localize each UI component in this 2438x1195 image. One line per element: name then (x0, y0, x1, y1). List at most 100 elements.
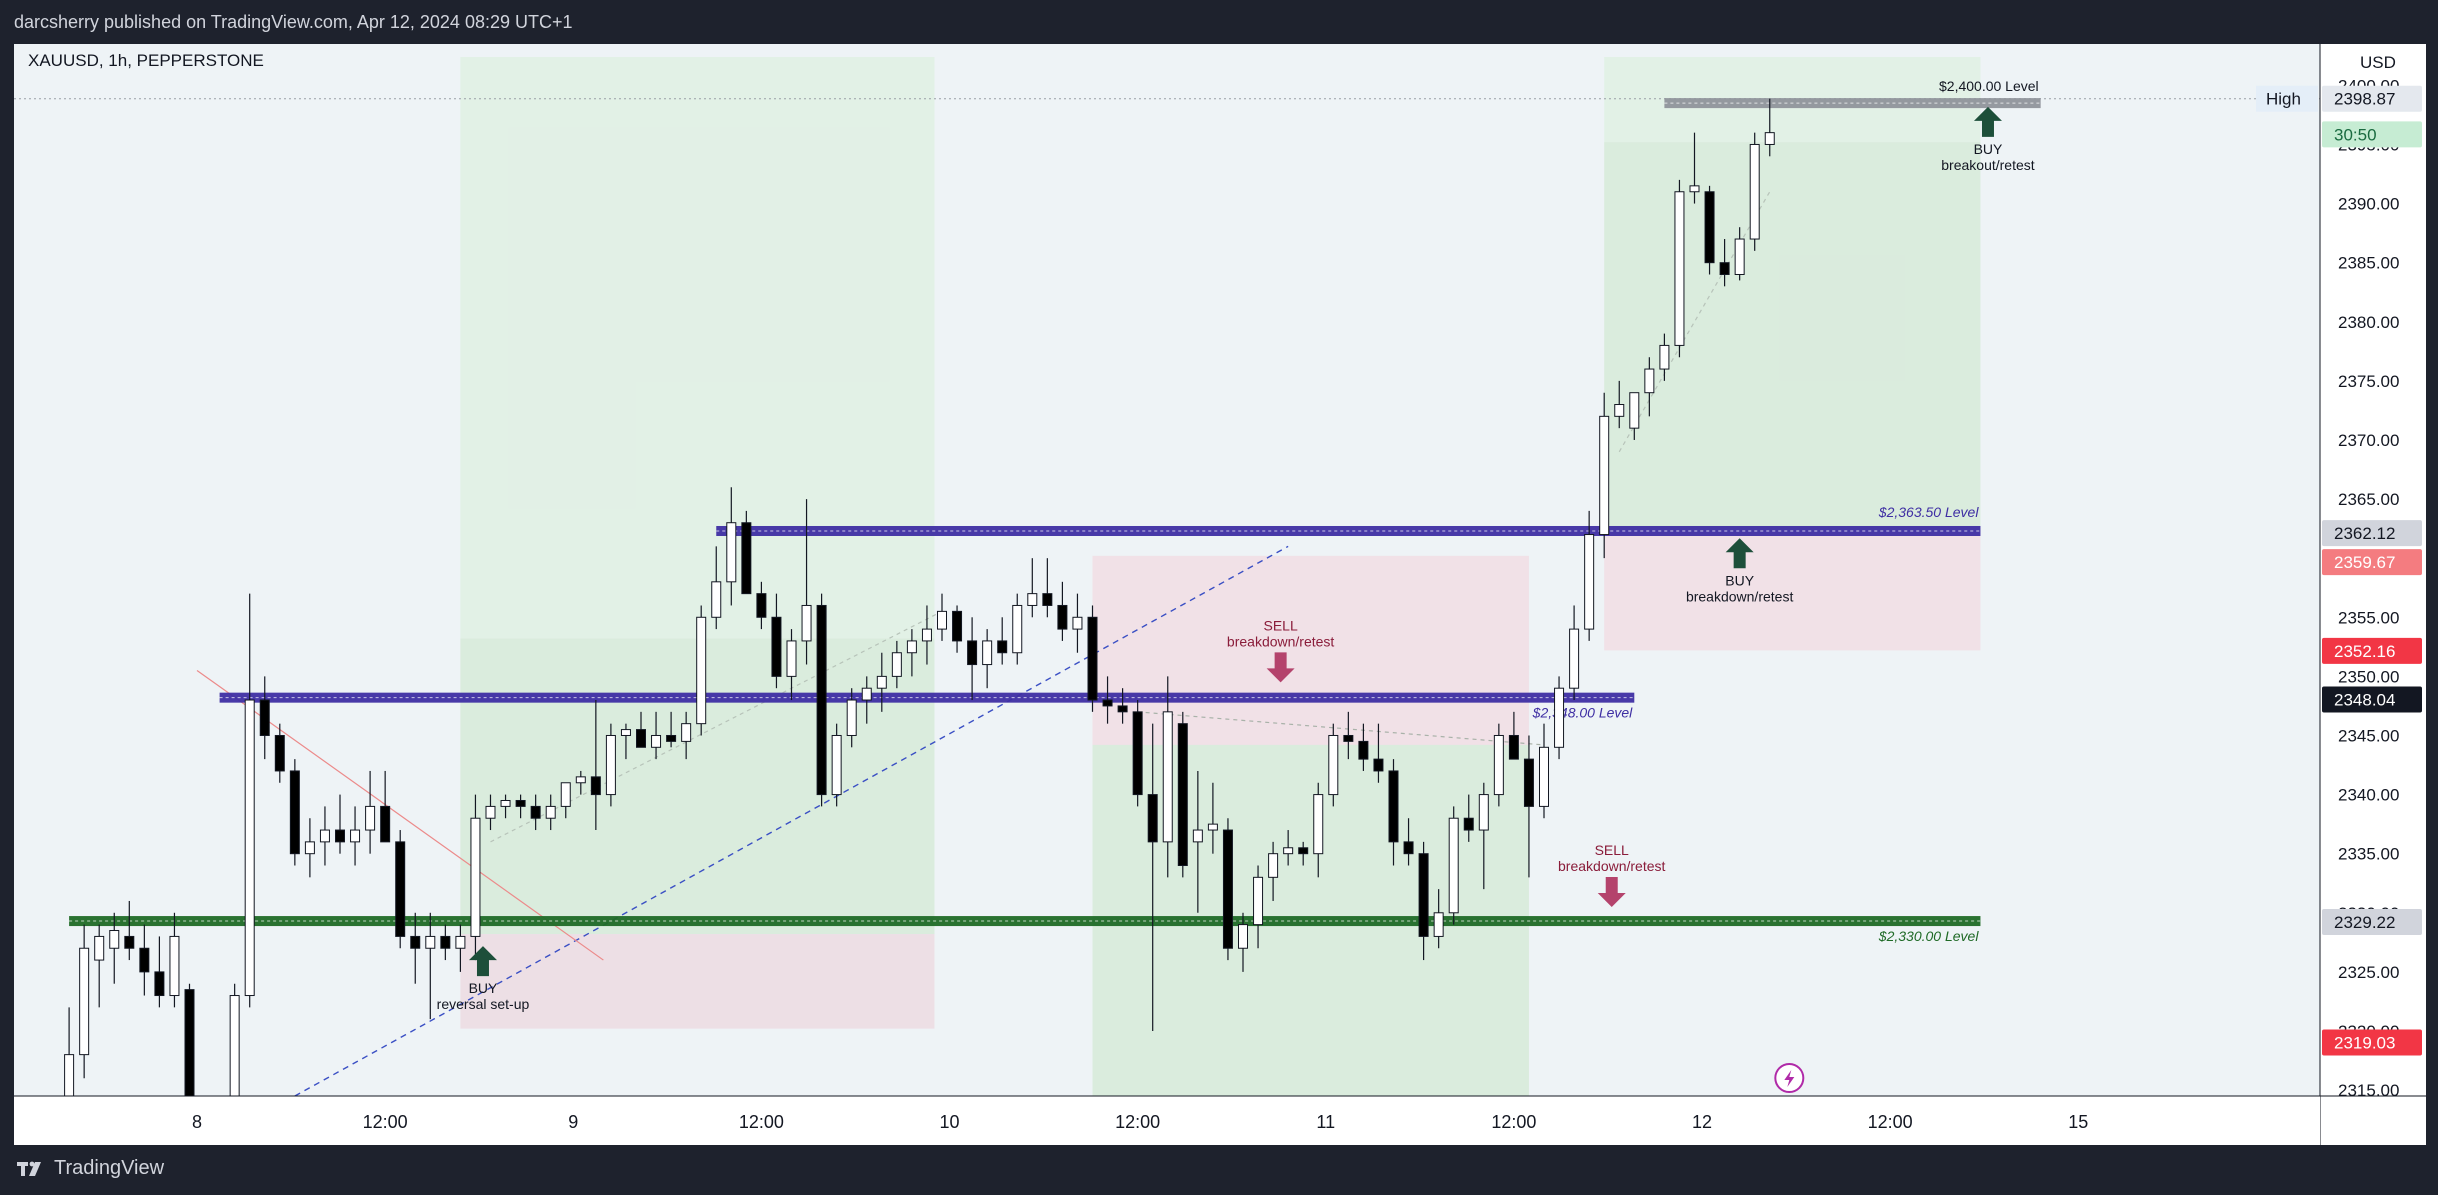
tradingview-brand[interactable]: TradingView (16, 1157, 164, 1180)
candle (530, 794, 541, 831)
candle-body-down (1343, 734, 1354, 742)
candle (1629, 392, 1640, 440)
publisher-line: darcsherry published on TradingView.com,… (14, 12, 573, 32)
candle (1373, 723, 1384, 783)
price-label: 2319.03 (2322, 1029, 2422, 1056)
x-tick-label: 12:00 (1868, 1112, 1913, 1132)
candle-body-up (545, 805, 556, 819)
y-tick-label: 2315.00 (2338, 1081, 2399, 1100)
candle-body-up (470, 817, 481, 937)
candle-body-down (1403, 841, 1414, 855)
lightning-icon (1774, 1063, 1805, 1093)
candle (620, 723, 631, 760)
candle (1508, 711, 1519, 760)
candle (1012, 593, 1023, 665)
chart-frame[interactable]: $2,400.00 Level $2,363.50 Level $2,348.00 … (14, 44, 2426, 1145)
candle (997, 617, 1008, 665)
chart-canvas[interactable]: $2,400.00 Level $2,363.50 Level $2,348.00 … (14, 44, 2426, 1145)
candle-body-up (244, 699, 255, 997)
lightning-icon-bolt (1784, 1070, 1795, 1087)
annotation-subtitle: breakdown/retest (1686, 588, 1794, 604)
price-label-text: 2362.12 (2334, 524, 2395, 543)
price-axis-bg (2320, 44, 2426, 1145)
candles (64, 98, 1775, 1145)
candle (154, 936, 165, 1008)
candle-body-down (1087, 616, 1098, 701)
x-tick-label: 12:00 (363, 1112, 408, 1132)
candle (1719, 239, 1730, 287)
candle-body-up (560, 782, 571, 807)
candle-body-down (1719, 262, 1730, 275)
candle (1388, 759, 1399, 866)
candle-body-up (1734, 238, 1745, 275)
candle-body-down (1042, 593, 1053, 606)
candle-body-up (831, 734, 842, 796)
candle (1192, 770, 1203, 913)
candle (801, 499, 812, 665)
candle-body-down (1147, 794, 1158, 843)
candle-body-down (1117, 705, 1128, 713)
sell-arrow-icon (1266, 652, 1295, 683)
candle-body-up (319, 829, 330, 843)
candle (1734, 227, 1745, 281)
candle-body-up (485, 805, 496, 819)
candle (726, 487, 737, 606)
candle (1177, 711, 1188, 878)
x-tick-label: 9 (568, 1112, 578, 1132)
candle-body-up (1659, 344, 1670, 370)
candle (891, 640, 902, 689)
candle (1238, 912, 1248, 972)
position-zone (460, 934, 935, 1029)
candle-body-up (921, 628, 932, 642)
candle (1042, 558, 1053, 618)
price-label-bg (2322, 121, 2422, 148)
candle (1764, 98, 1775, 157)
candle-body-up (1554, 687, 1565, 748)
high-tag-label: High (2266, 90, 2301, 109)
candle (440, 924, 451, 961)
candle-body-up (1764, 132, 1775, 145)
candle-body-up (1328, 734, 1339, 796)
candle (1358, 723, 1369, 771)
y-tick-label: 2355.00 (2338, 608, 2399, 627)
x-tick-label: 12 (1692, 1112, 1712, 1132)
candle-body-up (109, 930, 120, 949)
candle-body-up (425, 935, 436, 949)
candle-body-down (154, 971, 165, 997)
candle-body-up (1192, 829, 1203, 843)
candle (304, 818, 315, 878)
candle (1403, 818, 1414, 866)
candle (575, 770, 586, 795)
candle (1644, 357, 1655, 417)
candle-body-up (1569, 628, 1580, 689)
price-label-bg (2322, 637, 2422, 664)
candle (500, 794, 511, 819)
candle (636, 711, 646, 748)
candle-body-up (1689, 185, 1700, 193)
candle-body-up (169, 935, 180, 997)
candle-body-down (771, 616, 782, 677)
x-tick-label: 12:00 (739, 1112, 784, 1132)
price-label-bg (2322, 1029, 2422, 1056)
annotation-subtitle: reversal set-up (437, 996, 530, 1012)
candle (1162, 676, 1173, 878)
candle (696, 605, 707, 736)
candle (485, 794, 496, 831)
buy-arrow-icon (1973, 106, 2002, 137)
price-label: 2352.16 (2322, 637, 2422, 664)
candle-body-up (1448, 817, 1459, 914)
candle (1433, 889, 1444, 949)
candle-body-up (605, 734, 616, 796)
candle (365, 770, 376, 854)
candle-body-up (1493, 734, 1504, 796)
annotation-title: SELL (1595, 842, 1629, 858)
candle (831, 723, 842, 807)
candle (666, 711, 677, 748)
position-zone (460, 57, 935, 639)
candle-body-up (801, 604, 812, 642)
candle-body-up (350, 829, 361, 843)
candle-body-down (1102, 699, 1113, 707)
candle-body-up (846, 699, 857, 736)
